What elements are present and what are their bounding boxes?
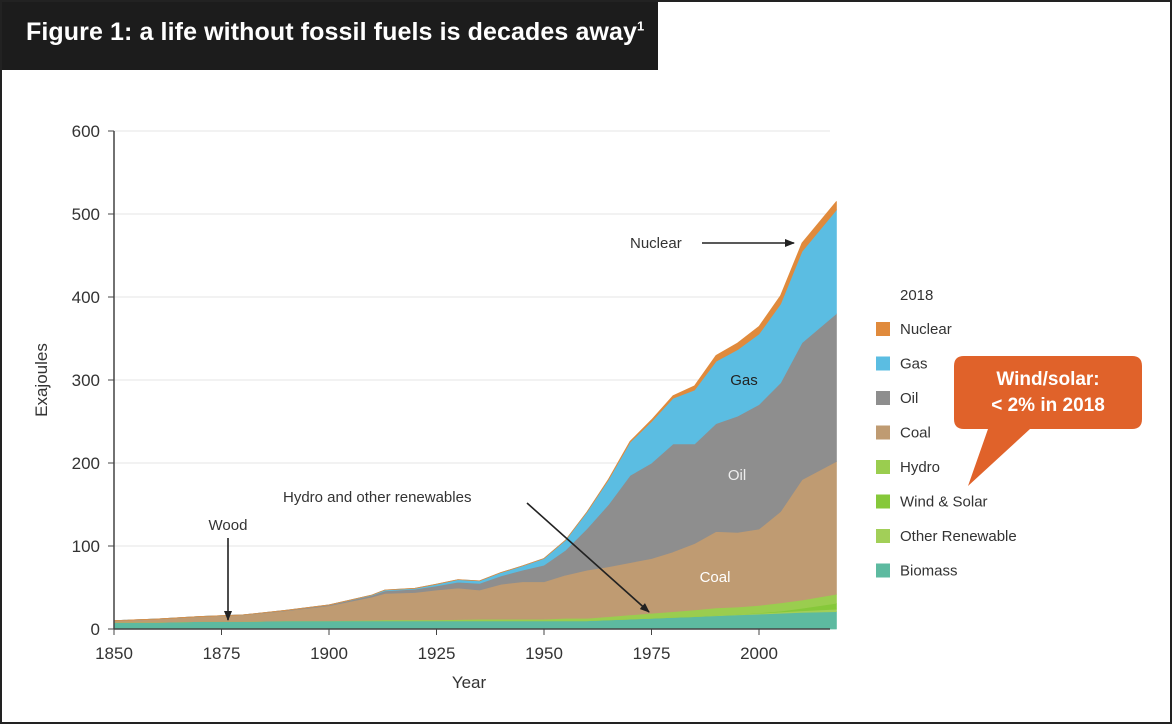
annotation-coal: Coal [700,569,731,586]
arrow-hydro-renewables [526,502,650,613]
y-tick-label: 600 [72,122,100,141]
legend-label: Other Renewable [900,528,1017,545]
annotation-wood: Wood [209,517,248,534]
legend-label: Nuclear [900,321,952,338]
x-tick-label: 1950 [525,644,563,663]
stacked-areas [113,201,837,630]
x-tick-label: 1900 [310,644,348,663]
figure-title-bar: Figure 1: a life without fossil fuels is… [2,2,658,70]
legend-swatch [876,529,890,543]
legend-label: Coal [900,425,931,442]
legend-label: Wind & Solar [900,494,988,511]
x-tick-label: 1850 [95,644,133,663]
x-tick-label: 1925 [418,644,456,663]
legend-swatch [876,391,890,405]
legend-swatch [876,494,890,509]
annotation-hydro-renewables: Hydro and other renewables [283,489,471,506]
legend-label: Gas [900,356,928,373]
legend-swatch [876,356,890,371]
legend: 2018 Nuclear Gas Oil Coal Hydro Wind & Solar Ot… [876,287,1017,580]
y-tick-label: 400 [72,288,100,307]
callout-line1: Wind/solar: [996,369,1100,390]
legend-label: Oil [900,390,918,407]
y-axis-label: Exajoules [32,343,51,417]
y-tick-label: 300 [72,371,100,390]
figure-title-text: Figure 1: a life without fossil fuels is… [26,18,638,46]
callout-line2: < 2% in 2018 [991,395,1105,416]
annotation-nuclear: Nuclear [630,235,682,252]
title-footnote: 1 [637,18,645,34]
y-tick-label: 500 [72,205,100,224]
callout-text: Wind/solar: < 2% in 2018 [954,356,1142,429]
legend-swatch [876,425,890,440]
annotation-oil: Oil [728,467,746,484]
legend-title: 2018 [900,287,933,304]
area-nuclear [113,201,837,622]
y-tick-label: 200 [72,454,100,473]
figure-title: Figure 1: a life without fossil fuels is… [26,18,644,47]
legend-label: Hydro [900,459,940,476]
x-tick-label: 2000 [740,644,778,663]
legend-swatch [876,563,890,578]
legend-swatch [876,322,890,336]
tick-labels: 0 100 200 300 400 500 600 1850 1875 1900 1925 1950 1… [72,122,778,663]
legend-swatch [876,460,890,474]
annotation-gas: Gas [730,372,758,389]
legend-label: Biomass [900,563,958,580]
y-tick-label: 0 [91,620,100,639]
y-tick-label: 100 [72,537,100,556]
x-axis-label: Year [452,673,487,692]
x-tick-label: 1875 [203,644,241,663]
callout-bubble [954,356,1142,486]
x-tick-label: 1975 [633,644,671,663]
